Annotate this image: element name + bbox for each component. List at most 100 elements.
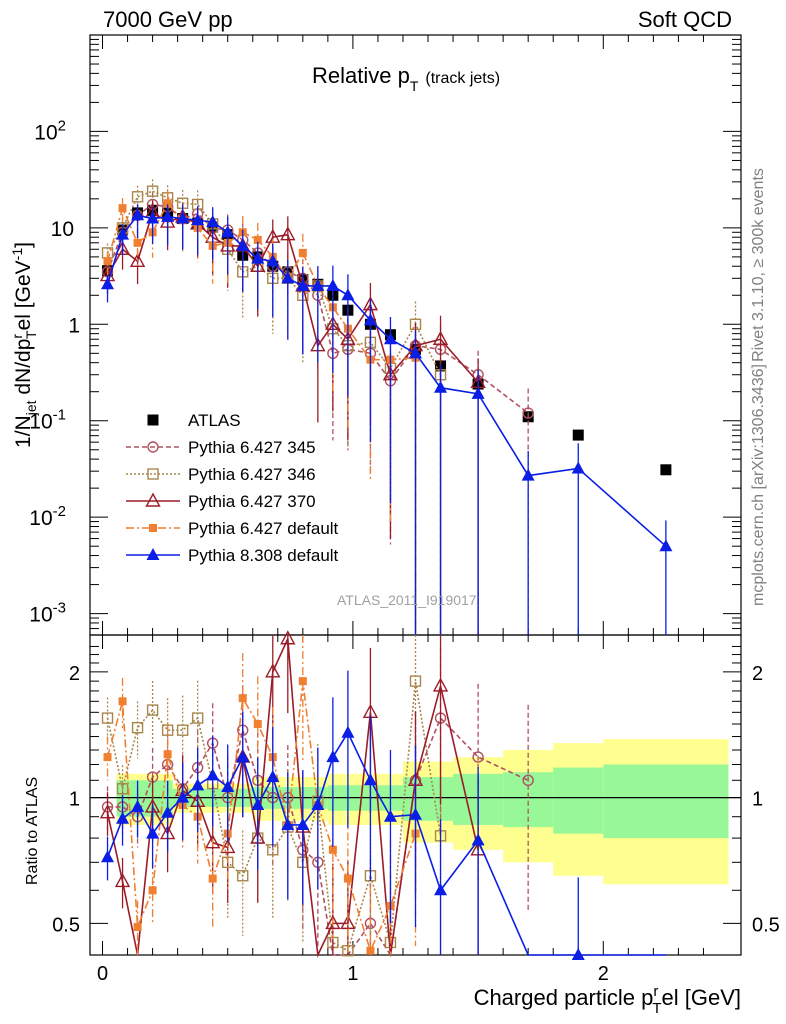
data-point bbox=[434, 380, 448, 393]
y-tick-label: 10-2 bbox=[29, 503, 66, 530]
data-point bbox=[521, 468, 535, 481]
data-point bbox=[146, 185, 159, 197]
ratio-point bbox=[176, 790, 190, 803]
legend-marker bbox=[147, 441, 159, 453]
ratio-point bbox=[434, 883, 448, 896]
data-point bbox=[131, 191, 144, 203]
ratio-point bbox=[265, 663, 281, 678]
ratio-y-tick-label: 0.5 bbox=[752, 914, 780, 936]
ratio-point bbox=[340, 914, 356, 930]
ratio-point bbox=[103, 753, 112, 762]
ratio-point bbox=[281, 817, 295, 830]
ratio-point bbox=[326, 750, 340, 763]
ratio-point bbox=[432, 677, 449, 692]
legend-marker bbox=[147, 414, 159, 426]
ratio-point bbox=[101, 712, 114, 724]
chart-title: Relative pT (track jets) bbox=[312, 63, 500, 94]
ratio-point bbox=[148, 886, 157, 895]
data-point bbox=[311, 278, 325, 291]
data-point bbox=[146, 211, 160, 224]
band-inner bbox=[603, 764, 729, 839]
ratio-point bbox=[146, 826, 160, 839]
ratio-point bbox=[191, 712, 204, 724]
ratio-point bbox=[325, 914, 341, 930]
ratio-point bbox=[251, 798, 265, 811]
ratio-point bbox=[471, 833, 485, 846]
legend-marker bbox=[149, 524, 157, 532]
ratio-point bbox=[114, 872, 131, 888]
ratio-point bbox=[266, 770, 280, 783]
ratio-y-tick-label: 2 bbox=[69, 663, 80, 685]
data-point bbox=[133, 238, 142, 247]
ratio-point bbox=[237, 870, 249, 882]
ratio-point bbox=[131, 799, 145, 812]
ratio-y-tick-label: 1 bbox=[69, 789, 80, 811]
data-point bbox=[296, 278, 310, 291]
y-tick-label: 10 bbox=[51, 218, 74, 241]
ratio-point bbox=[221, 780, 235, 793]
x-tick-label: 0 bbox=[97, 963, 108, 985]
ratio-point bbox=[146, 704, 159, 716]
ratio-point bbox=[236, 750, 250, 763]
ratio-point bbox=[163, 750, 172, 759]
x-tick-label: 2 bbox=[598, 963, 609, 985]
x-axis-label: Charged particle pr Tel [GeV] bbox=[474, 983, 741, 1017]
band-inner bbox=[553, 767, 604, 834]
y-tick-label: 10-3 bbox=[29, 600, 66, 627]
mcplots-label: mcplots.cern.ch [arXiv:1306.3436] bbox=[750, 364, 767, 606]
data-point bbox=[280, 226, 296, 241]
data-point bbox=[101, 277, 115, 290]
data-point bbox=[572, 429, 584, 441]
ratio-point bbox=[101, 850, 115, 863]
y-tick-label: 1 bbox=[68, 314, 80, 337]
data-point bbox=[363, 313, 377, 326]
data-point bbox=[129, 252, 146, 268]
legend-label: ATLAS bbox=[188, 411, 241, 430]
ratio-y-axis-label: Ratio to ATLAS bbox=[24, 777, 41, 885]
series-pythia-6-427-370 bbox=[99, 200, 486, 635]
ratio-point bbox=[409, 807, 422, 820]
ratio-point bbox=[220, 838, 236, 854]
ratio-line bbox=[106, 635, 479, 958]
data-point bbox=[432, 330, 449, 345]
series-pythia-6-427-346 bbox=[101, 179, 447, 635]
ratio-series-layer bbox=[99, 630, 666, 960]
legend-entry-pythia-6-427-370: Pythia 6.427 370 bbox=[126, 492, 316, 511]
legend-marker bbox=[147, 468, 159, 480]
ratio-point bbox=[341, 725, 355, 738]
data-point bbox=[176, 211, 190, 224]
ratio-point bbox=[472, 751, 484, 763]
ratio-point bbox=[571, 948, 585, 960]
series-pythia-8-308-default bbox=[101, 204, 673, 635]
legend-label: Pythia 6.427 345 bbox=[188, 438, 316, 457]
analysis-watermark: ATLAS_2011_I919017 bbox=[337, 592, 477, 608]
legend-entry-pythia-6-427-346: Pythia 6.427 346 bbox=[126, 465, 316, 484]
legend: ATLAS Pythia 6.427 345 Pythia 6.427 346 Pyt… bbox=[126, 411, 339, 565]
data-point bbox=[118, 204, 127, 213]
ratio-point bbox=[409, 675, 422, 687]
data-point bbox=[522, 407, 534, 419]
legend-label: Pythia 6.427 default bbox=[188, 519, 339, 538]
ratio-point bbox=[191, 778, 205, 791]
ratio-pythia-8-308-default bbox=[101, 670, 666, 960]
ratio-point bbox=[208, 874, 217, 883]
data-point bbox=[266, 254, 280, 267]
process-label: Soft QCD bbox=[637, 7, 732, 32]
data-point bbox=[103, 257, 112, 266]
ratio-y-tick-label: 2 bbox=[752, 663, 763, 685]
ratio-point bbox=[522, 774, 534, 786]
x-tick-label: 1 bbox=[347, 963, 358, 985]
ratio-point bbox=[253, 720, 262, 729]
data-point bbox=[660, 464, 672, 476]
ratio-point bbox=[343, 874, 352, 883]
rivet-label: Rivet 3.1.10, ≥ 300k events bbox=[750, 168, 767, 362]
ratio-point bbox=[298, 677, 307, 686]
ratio-point bbox=[205, 834, 221, 849]
ratio-y-tick-label: 1 bbox=[752, 789, 763, 811]
data-point bbox=[206, 215, 220, 228]
data-point bbox=[116, 227, 130, 240]
data-point bbox=[281, 271, 295, 284]
ratio-point bbox=[176, 724, 189, 736]
data-point bbox=[298, 248, 307, 257]
